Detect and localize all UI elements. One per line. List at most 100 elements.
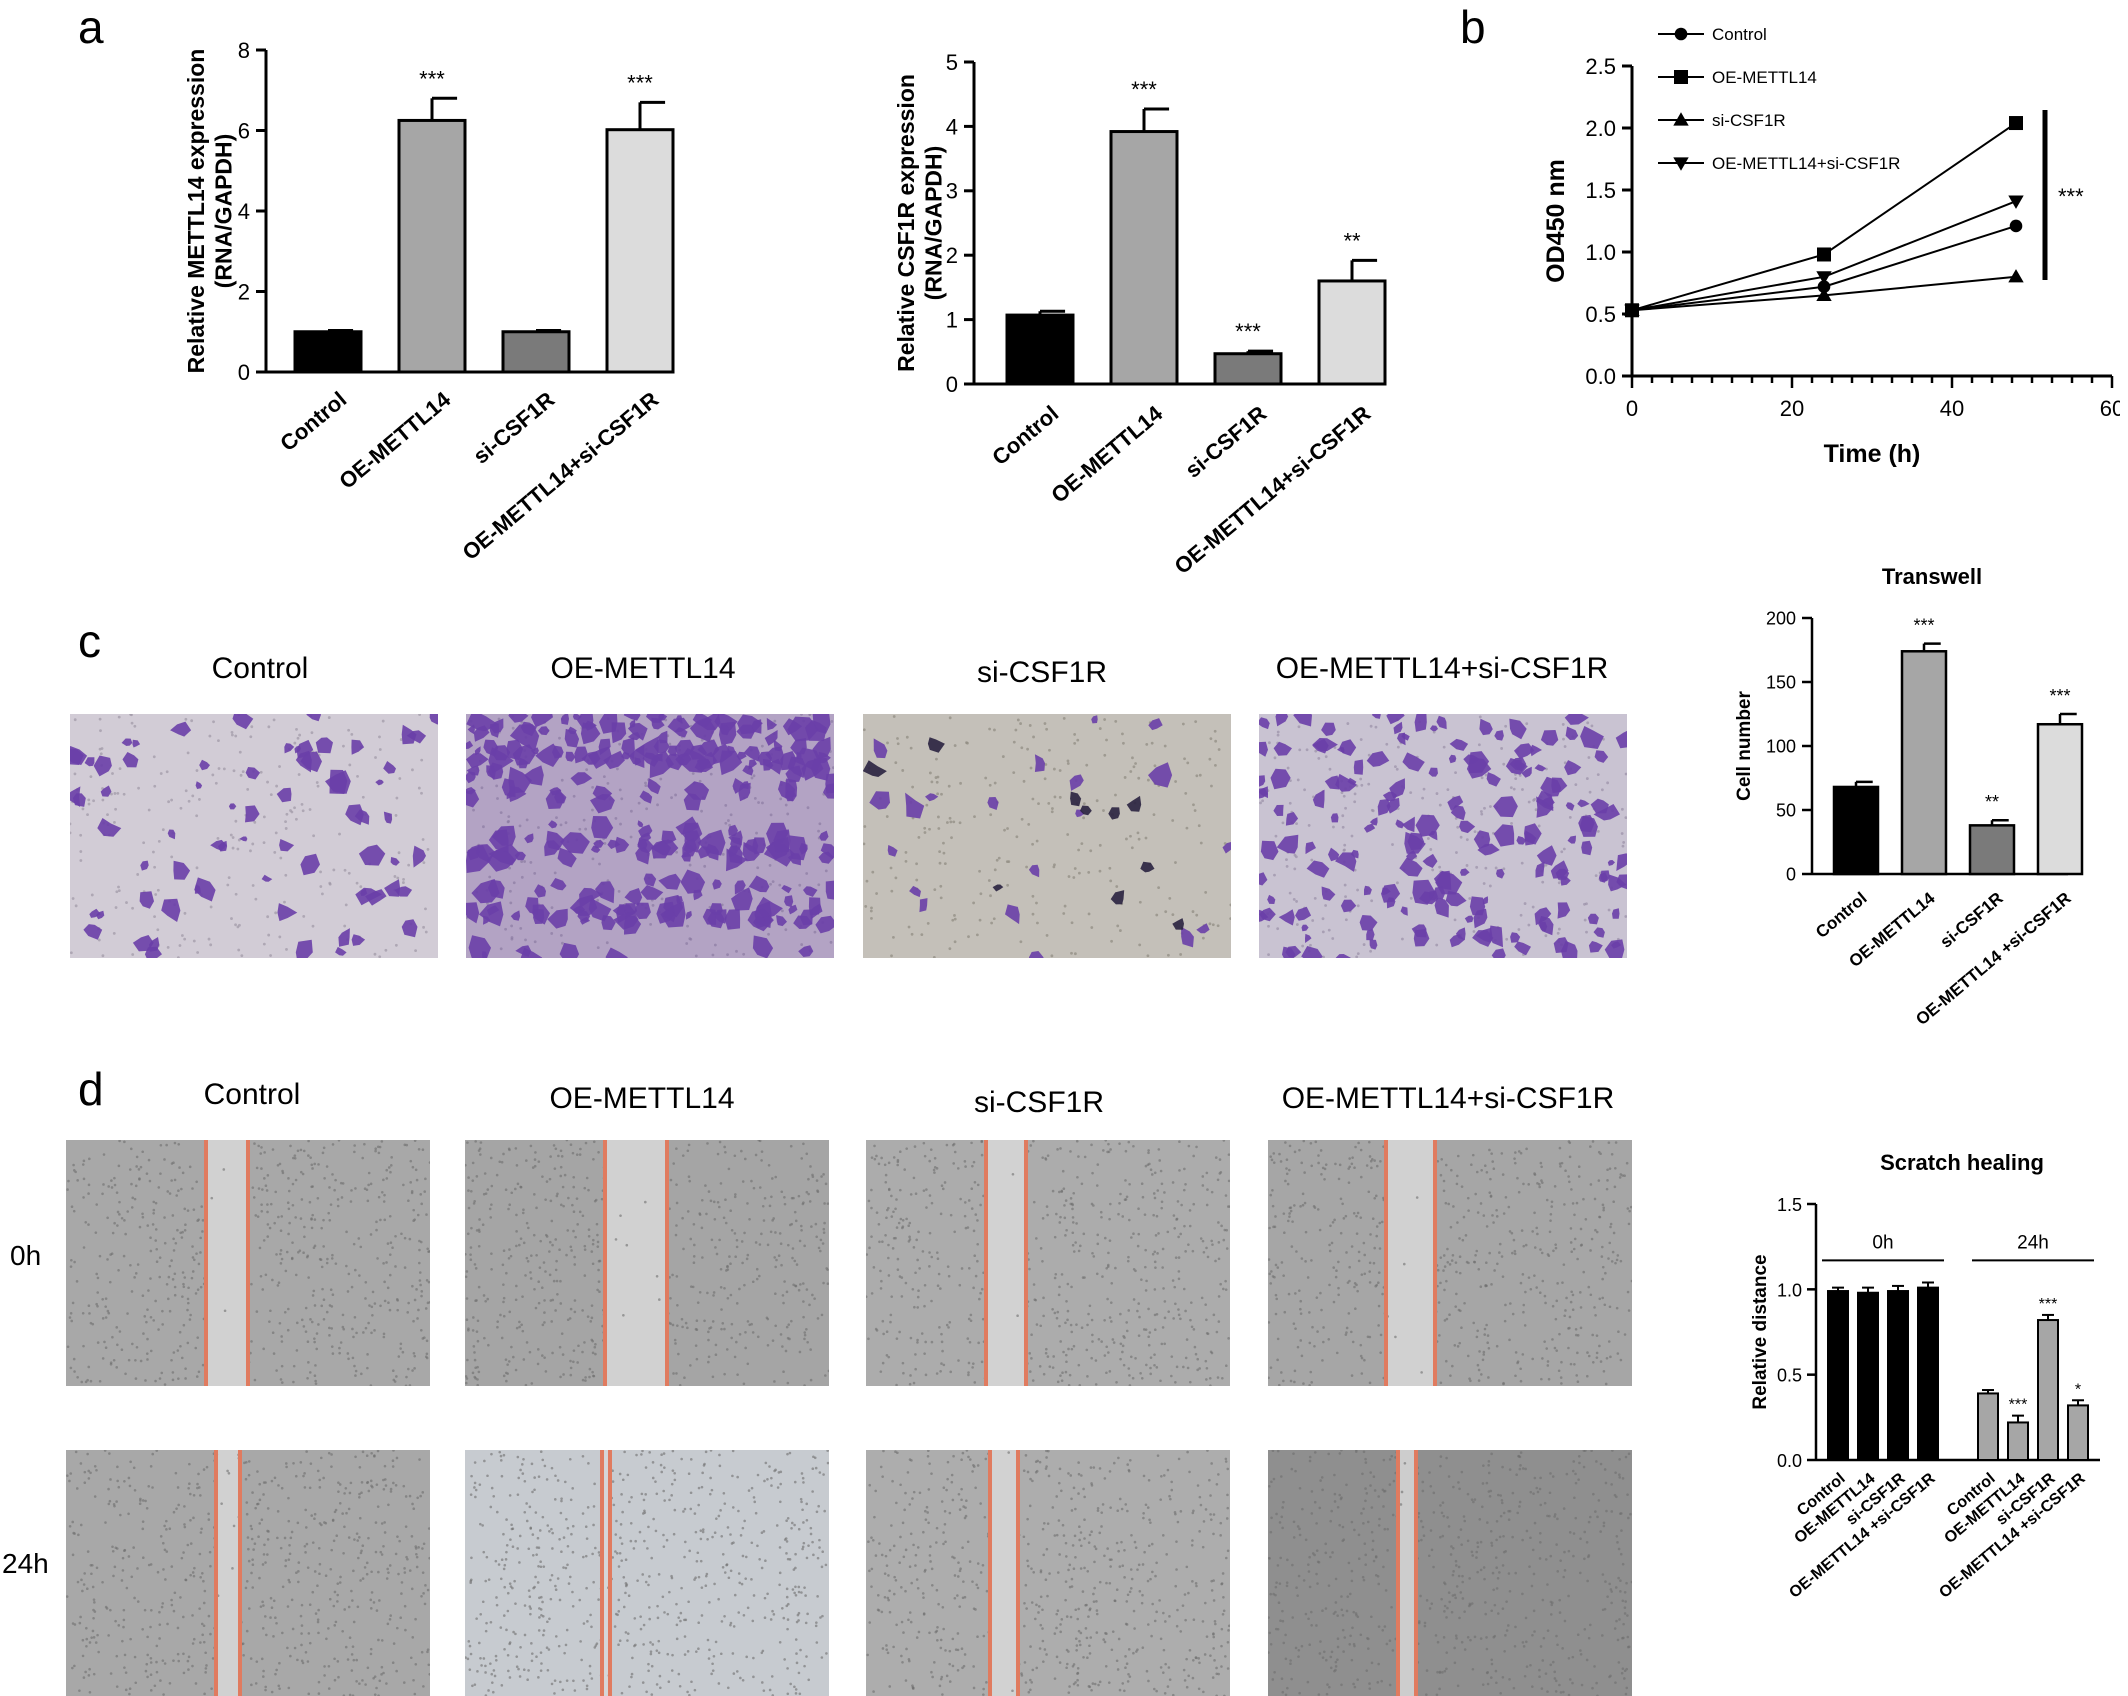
cell-dot (489, 1216, 492, 1219)
cell-dot (940, 1213, 943, 1216)
cell-dot (1617, 1330, 1620, 1333)
texture-dot (1495, 867, 1498, 870)
cell-dot (93, 1673, 96, 1676)
cell-dot (267, 1507, 270, 1510)
cell-dot (1154, 1328, 1157, 1331)
texture-dot (560, 824, 563, 827)
cell-dot (979, 1204, 982, 1207)
cell-dot (286, 1251, 289, 1254)
texture-dot (396, 877, 399, 880)
cell-dot (314, 1570, 317, 1573)
cell-dot (259, 1247, 262, 1250)
cell-dot (1144, 1213, 1147, 1216)
cell-dot (890, 1295, 893, 1298)
texture-dot (1268, 741, 1271, 744)
cell-dot (336, 1594, 339, 1597)
stained-cell (1616, 729, 1627, 749)
cell-dot (345, 1646, 348, 1649)
cell-dot (569, 1374, 572, 1377)
texture-dot (818, 822, 821, 825)
cell-dot (250, 1657, 253, 1660)
stained-cell (874, 738, 888, 758)
texture-dot (162, 828, 165, 831)
texture-dot (402, 878, 405, 881)
cell-dot (1067, 1283, 1070, 1286)
cell-dot (1057, 1381, 1060, 1384)
cell-dot (1467, 1209, 1470, 1212)
texture-dot (79, 850, 82, 853)
cell-dot (1611, 1260, 1614, 1263)
cell-dot (870, 1207, 873, 1210)
cell-dot (781, 1345, 784, 1348)
stained-cell (888, 845, 898, 857)
cell-dot (315, 1612, 318, 1615)
cell-dot (1524, 1324, 1527, 1327)
stained-cell (601, 915, 615, 930)
cell-dot (1063, 1187, 1066, 1190)
cell-dot (82, 1163, 85, 1166)
texture-dot (767, 933, 770, 936)
cell-dot (573, 1349, 576, 1352)
cell-dot (589, 1368, 592, 1371)
texture-dot (920, 933, 923, 936)
cell-dot (95, 1203, 98, 1206)
texture-dot (1325, 755, 1328, 758)
cell-dot (674, 1342, 677, 1345)
stained-cell (168, 830, 176, 840)
stained-cell (644, 874, 657, 887)
stained-cell (905, 793, 924, 819)
cell-dot (782, 1370, 785, 1373)
cell-dot (1218, 1320, 1221, 1323)
cell-dot (707, 1361, 710, 1364)
cell-dot (1568, 1140, 1571, 1143)
cell-dot (383, 1333, 386, 1336)
cell-dot (466, 1141, 469, 1144)
cell-dot (161, 1606, 164, 1609)
cell-dot (479, 1153, 482, 1156)
cell-dot (569, 1360, 572, 1363)
texture-dot (1608, 909, 1611, 912)
cell-dot (526, 1222, 529, 1225)
cell-dot (1317, 1162, 1320, 1165)
texture-dot (1184, 792, 1187, 795)
cell-dot (933, 1171, 936, 1174)
cell-dot (976, 1243, 979, 1246)
stained-cell (534, 884, 546, 897)
cell-dot (1283, 1311, 1286, 1314)
stained-cell (1261, 841, 1279, 860)
cell-dot (529, 1351, 532, 1354)
texture-dot (188, 800, 191, 803)
cell-dot (85, 1645, 88, 1648)
cell-dot (205, 1667, 208, 1670)
cell-dot (1477, 1268, 1480, 1271)
texture-dot (1351, 835, 1354, 838)
texture-dot (1267, 925, 1270, 928)
cell-dot (908, 1222, 911, 1225)
stained-cell (748, 759, 757, 770)
cell-dot (157, 1186, 160, 1189)
bar (503, 332, 569, 372)
texture-dot (1356, 889, 1359, 892)
cell-dot (1081, 1326, 1084, 1329)
cell-dot (425, 1307, 428, 1310)
texture-dot (1036, 840, 1039, 843)
cell-dot (280, 1335, 283, 1338)
cell-dot (150, 1657, 153, 1660)
cell-dot (387, 1623, 390, 1626)
texture-dot (1192, 910, 1195, 913)
texture-dot (1332, 826, 1335, 829)
cell-dot (551, 1352, 554, 1355)
texture-dot (411, 768, 414, 771)
texture-dot (1343, 844, 1346, 847)
cell-dot (196, 1483, 199, 1486)
cell-dot (529, 1271, 532, 1274)
cell-dot (274, 1673, 277, 1676)
cell-dot (310, 1462, 313, 1465)
cell-dot (141, 1628, 144, 1631)
cell-dot (548, 1530, 551, 1533)
texture-dot (1195, 774, 1198, 777)
cell-dot (200, 1286, 203, 1289)
cell-dot (79, 1622, 82, 1625)
texture-dot (537, 826, 540, 829)
cell-dot (1485, 1284, 1488, 1287)
